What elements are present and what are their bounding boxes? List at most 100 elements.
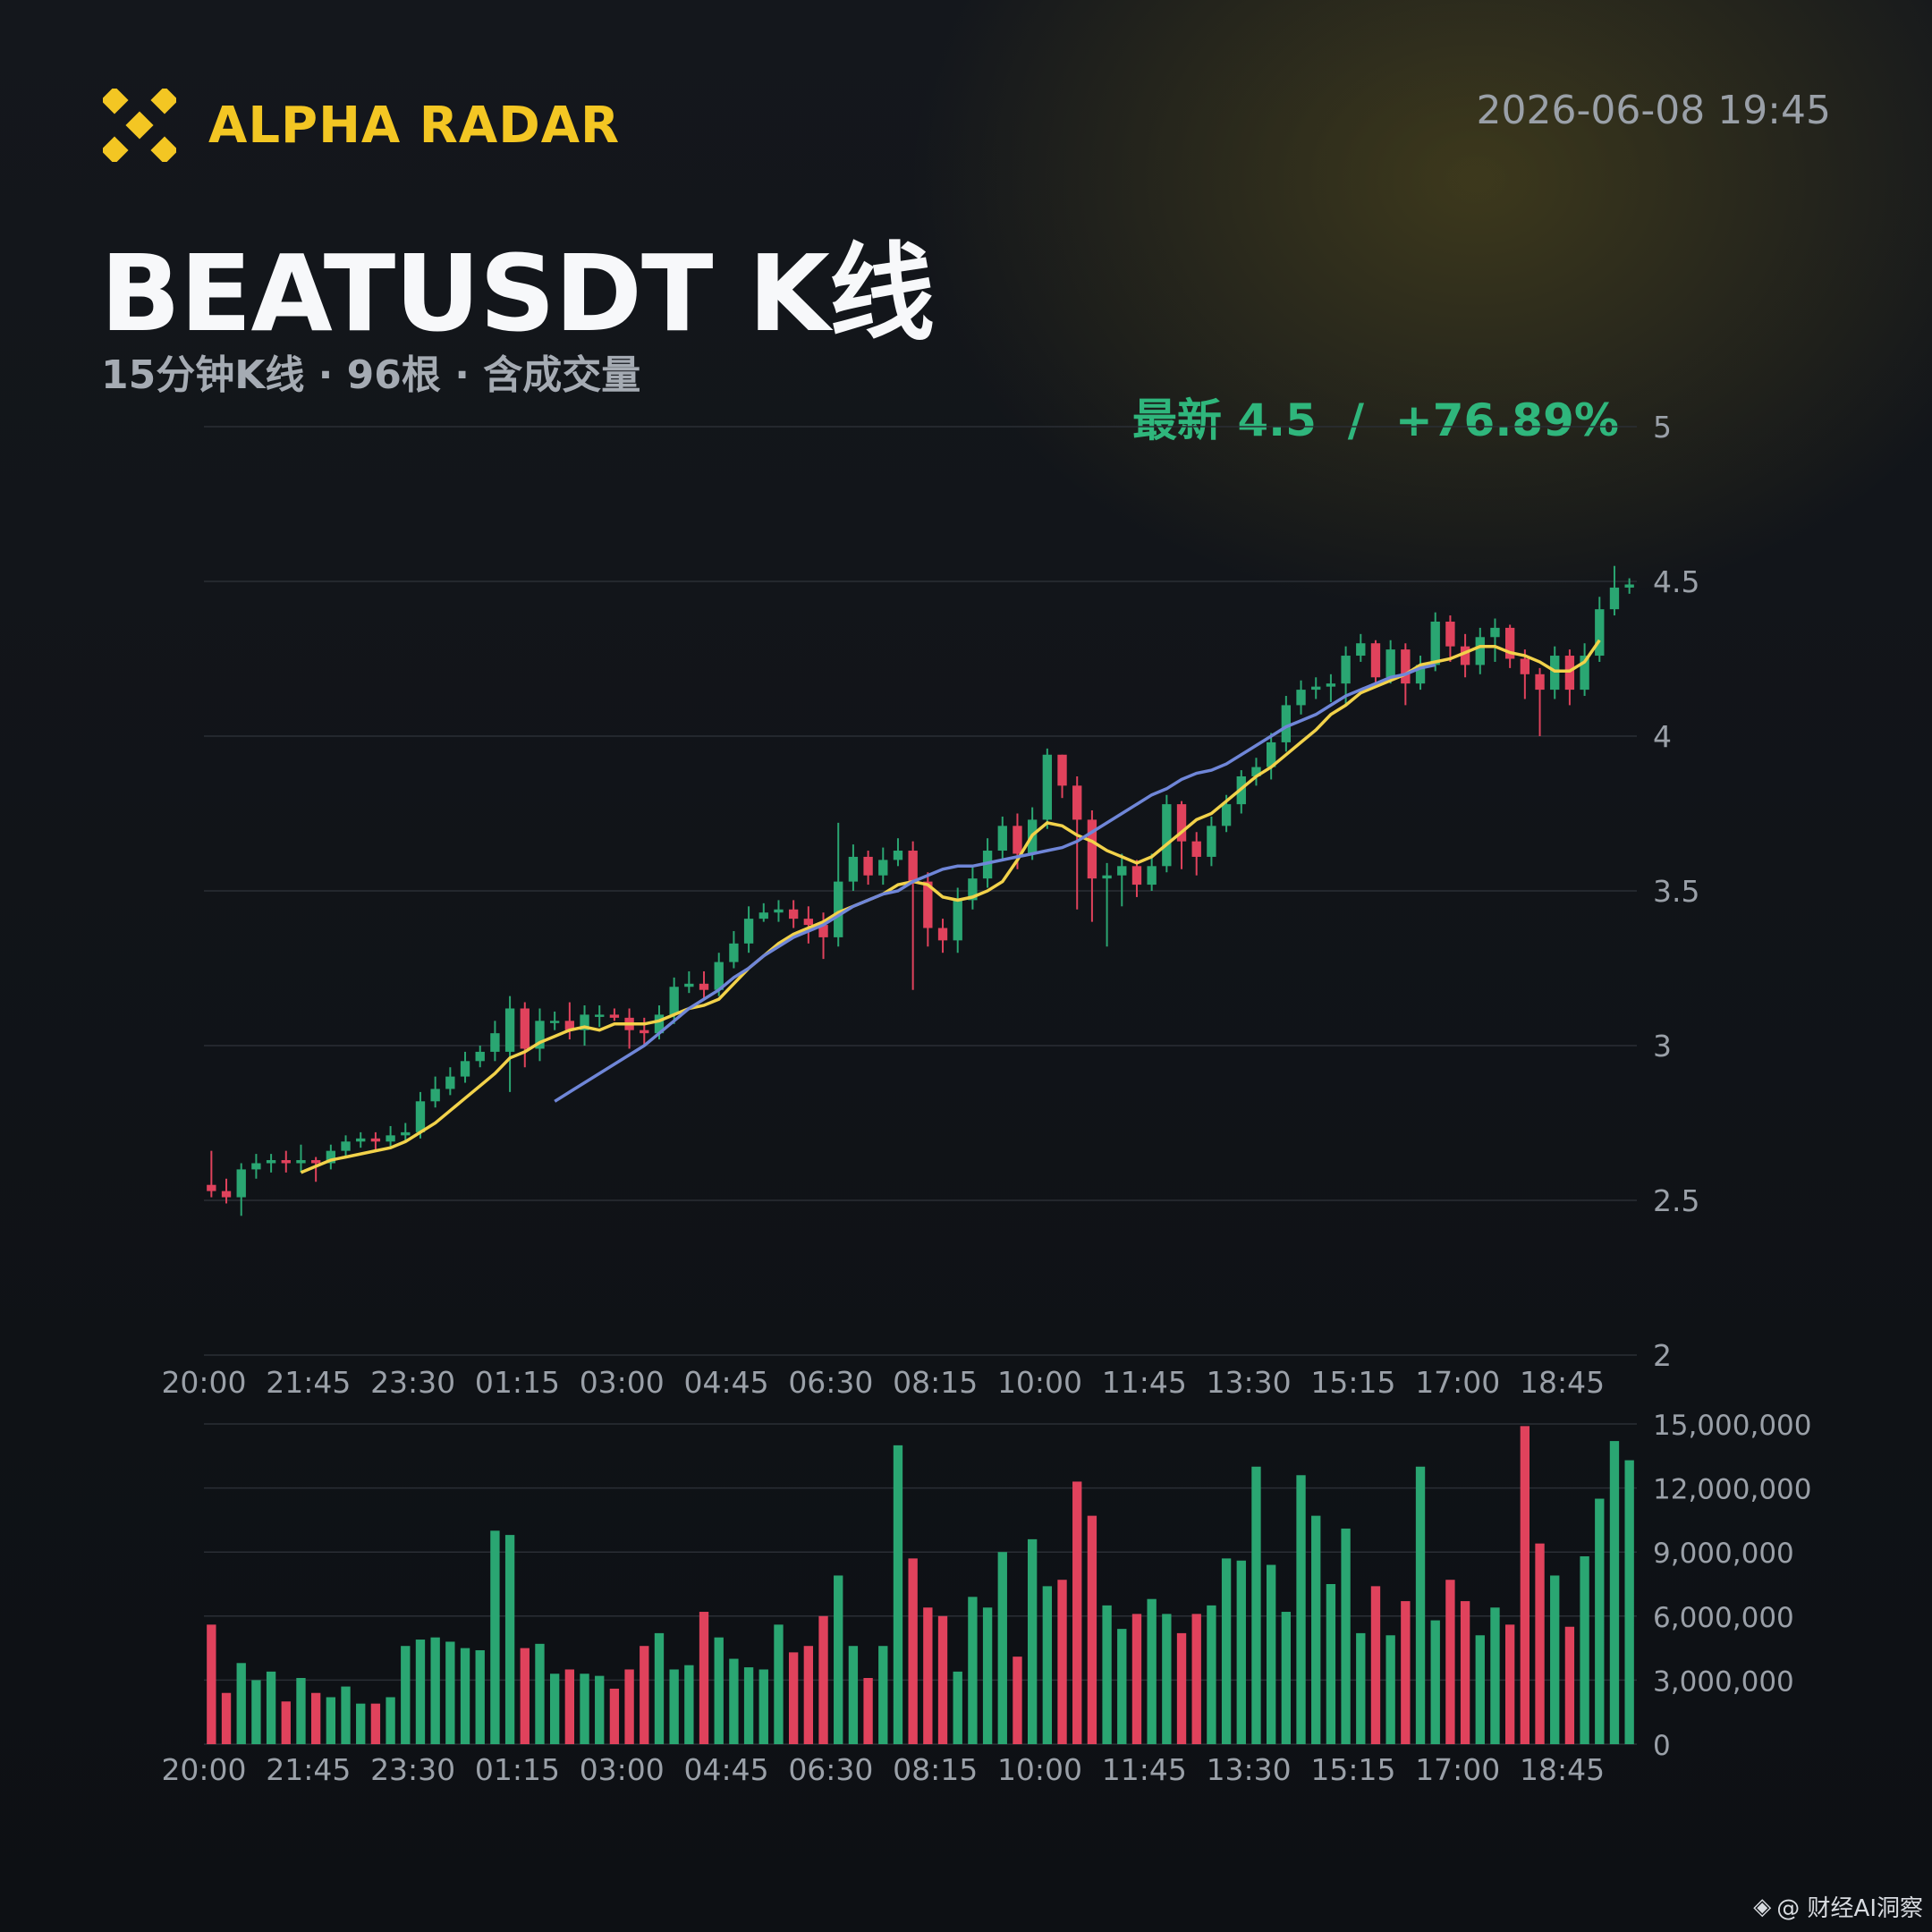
volume-bar: [640, 1646, 649, 1744]
candle-body: [1057, 754, 1067, 786]
candle-body: [848, 856, 859, 882]
candle-body: [1356, 643, 1366, 657]
candle-body: [1131, 866, 1142, 886]
candle-body: [207, 1184, 216, 1191]
volume-bar: [1445, 1580, 1455, 1744]
volume-bar: [490, 1530, 500, 1744]
candle-body: [580, 1014, 589, 1030]
price-x-axis: 20:00 21:45 23:30 01:15 03:00 04:45 06:30 08:15…: [161, 1365, 1605, 1400]
volume-bar: [1341, 1528, 1351, 1744]
candle-body: [1609, 587, 1620, 610]
price-y-tick-label: 3: [1653, 1029, 1672, 1063]
volume-bar: [684, 1665, 694, 1744]
volume-bar: [788, 1652, 799, 1744]
candle-body: [923, 881, 933, 928]
candle-body: [266, 1160, 276, 1164]
candle-body: [640, 1030, 649, 1034]
candle-body: [1266, 741, 1276, 767]
candle-body: [1191, 841, 1201, 857]
candle-body: [1475, 637, 1485, 665]
candle-body: [1401, 649, 1411, 684]
candle-body: [1341, 656, 1351, 684]
candle-body: [1087, 819, 1097, 879]
candle-body: [370, 1138, 381, 1142]
volume-bar: [296, 1678, 306, 1744]
latest-price-change: 最新 4.5 / +76.89%: [1131, 394, 1619, 446]
volume-bar: [1117, 1629, 1127, 1744]
volume-bar: [714, 1637, 724, 1744]
volume-bar: [1102, 1605, 1112, 1744]
volume-bar: [893, 1445, 903, 1744]
candle-body: [1624, 584, 1634, 588]
volume-bar: [1504, 1624, 1515, 1744]
price-grid: [204, 426, 1637, 1356]
price-x-tick-label: 04:45: [684, 1365, 769, 1400]
candle-body: [401, 1131, 411, 1136]
volume-bar: [908, 1558, 918, 1744]
price-x-tick-label: 11:45: [1102, 1365, 1187, 1400]
volume-x-tick-label: 13:30: [1207, 1752, 1292, 1787]
volume-bar: [460, 1648, 470, 1744]
volume-bar: [386, 1697, 395, 1744]
volume-bar: [1131, 1614, 1142, 1744]
alpha-radar-logo-icon: [103, 89, 176, 162]
volume-bar: [370, 1703, 381, 1744]
volume-bar: [475, 1649, 485, 1744]
candle-body: [1445, 621, 1455, 647]
candle-body: [714, 962, 724, 990]
volume-grid: [204, 1423, 1637, 1745]
candle-body: [788, 909, 799, 919]
volume-bar: [818, 1615, 828, 1744]
candle-body: [1460, 646, 1470, 665]
volume-bar: [878, 1646, 888, 1744]
candles: [207, 565, 1634, 1216]
volume-x-axis: 20:00 21:45 23:30 01:15 03:00 04:45 06:30 08:15…: [161, 1752, 1605, 1787]
volume-bar: [743, 1667, 754, 1744]
price-y-axis: 2 2.5 3 3.5 4 4.5 5: [1653, 410, 1699, 1373]
volume-bar: [580, 1674, 589, 1744]
volume-bar: [654, 1632, 665, 1744]
candle-body: [1580, 656, 1589, 691]
volume-bar: [1057, 1580, 1067, 1744]
volume-bar: [1087, 1515, 1097, 1744]
volume-bar: [1475, 1635, 1485, 1744]
volume-x-tick-label: 15:15: [1310, 1752, 1395, 1787]
candle-body: [1072, 785, 1082, 820]
volume-bar: [1147, 1598, 1157, 1744]
volume-y-tick-label: 9,000,000: [1653, 1538, 1794, 1570]
candle-body: [1117, 866, 1127, 876]
volume-bar: [953, 1671, 962, 1744]
candle-body: [893, 851, 903, 860]
volume-bar: [1191, 1614, 1201, 1744]
volume-bar: [1401, 1601, 1411, 1744]
volume-bar: [356, 1703, 366, 1744]
candle-body: [968, 878, 978, 901]
volume-bar: [624, 1669, 634, 1744]
candle-body: [743, 919, 754, 944]
ma-fast-line: [300, 639, 1601, 1174]
volume-bar: [1176, 1632, 1187, 1744]
volume-bar: [669, 1669, 679, 1744]
volume-bar: [251, 1680, 261, 1744]
diamond-logo-icon: ◈: [1753, 1893, 1772, 1920]
price-y-tick-label: 5: [1653, 410, 1672, 445]
candle-body: [1042, 754, 1053, 820]
volume-bar: [341, 1686, 351, 1744]
volume-x-tick-label: 11:45: [1102, 1752, 1187, 1787]
volume-bar: [982, 1607, 993, 1744]
volume-bar: [729, 1658, 739, 1744]
volume-bar: [997, 1552, 1007, 1744]
volume-bar: [1013, 1657, 1022, 1744]
candle-body: [251, 1163, 261, 1170]
volume-bar: [310, 1692, 321, 1744]
volume-bar: [1535, 1543, 1545, 1744]
candle-body: [834, 881, 843, 937]
volume-bar: [415, 1640, 426, 1744]
volume-bar: [535, 1643, 545, 1744]
candle-body: [953, 900, 962, 941]
volume-bar: [1490, 1607, 1500, 1744]
candle-body: [878, 860, 888, 876]
candle-body: [1564, 656, 1575, 691]
candle-body: [818, 925, 828, 937]
